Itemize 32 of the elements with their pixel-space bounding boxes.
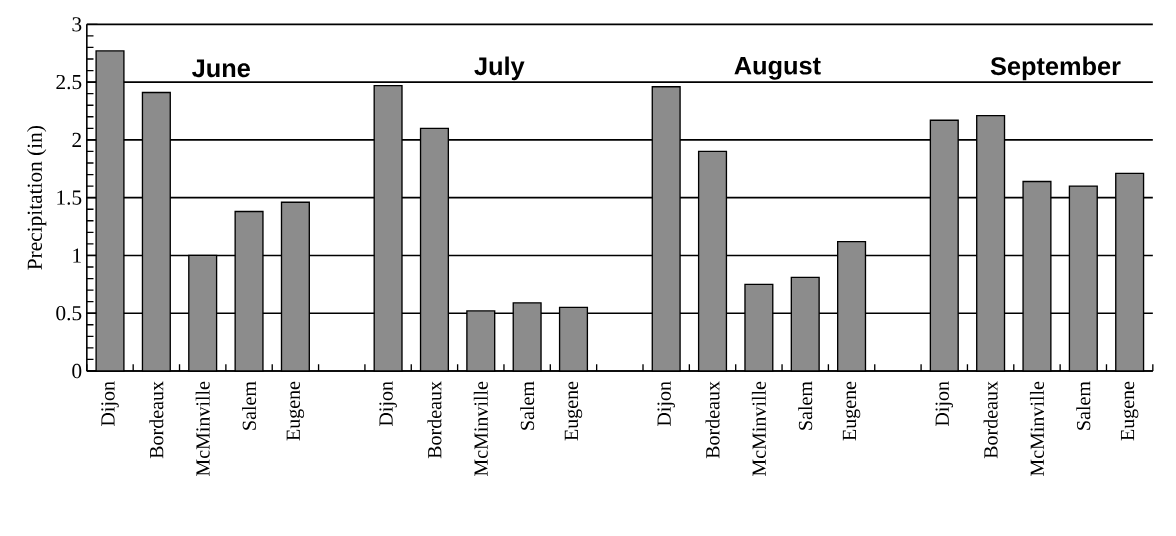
x-tick-label: Salem — [242, 381, 257, 430]
y-tick-label: 0.5 — [56, 305, 82, 321]
x-tick-label: Dijon — [101, 381, 119, 427]
x-tick-label: Dijon — [379, 381, 397, 427]
x-tick-label: McMinville — [751, 381, 766, 477]
x-tick-label: Salem — [520, 381, 535, 430]
x-tick-label: Bordeaux — [983, 381, 998, 459]
annotation: June — [192, 59, 250, 78]
x-tick-label: Eugene — [1120, 381, 1139, 441]
x-tick-label: McMinville — [473, 381, 488, 477]
x-tick-label: Bordeaux — [427, 381, 442, 459]
x-tick-label: Eugene — [286, 381, 305, 441]
y-tick-label: 2 — [72, 132, 81, 147]
x-tick-label: Bordeaux — [705, 381, 720, 459]
x-tick-label: Dijon — [657, 381, 675, 427]
x-tick-label: Dijon — [935, 381, 954, 427]
y-axis-title: Precipitation (in) — [26, 126, 47, 270]
x-tick-label: McMinville — [1029, 381, 1044, 477]
annotation: July — [474, 56, 525, 81]
x-tick-label: Eugene — [842, 381, 861, 441]
x-tick-label: Eugene — [564, 381, 583, 441]
x-tick-label: Salem — [1076, 381, 1091, 430]
y-tick-label: 3 — [72, 17, 82, 32]
x-tick-label: Bordeaux — [149, 381, 164, 459]
x-tick-label: McMinville — [195, 381, 210, 477]
y-tick-label: 1 — [73, 248, 81, 263]
annotation: September — [990, 56, 1121, 81]
y-tick-label: 0 — [72, 363, 82, 379]
y-tick-label: 2.5 — [56, 74, 82, 90]
x-tick-label: Salem — [798, 381, 813, 430]
annotation: August — [734, 56, 821, 80]
y-tick-label: 1.5 — [57, 190, 82, 205]
